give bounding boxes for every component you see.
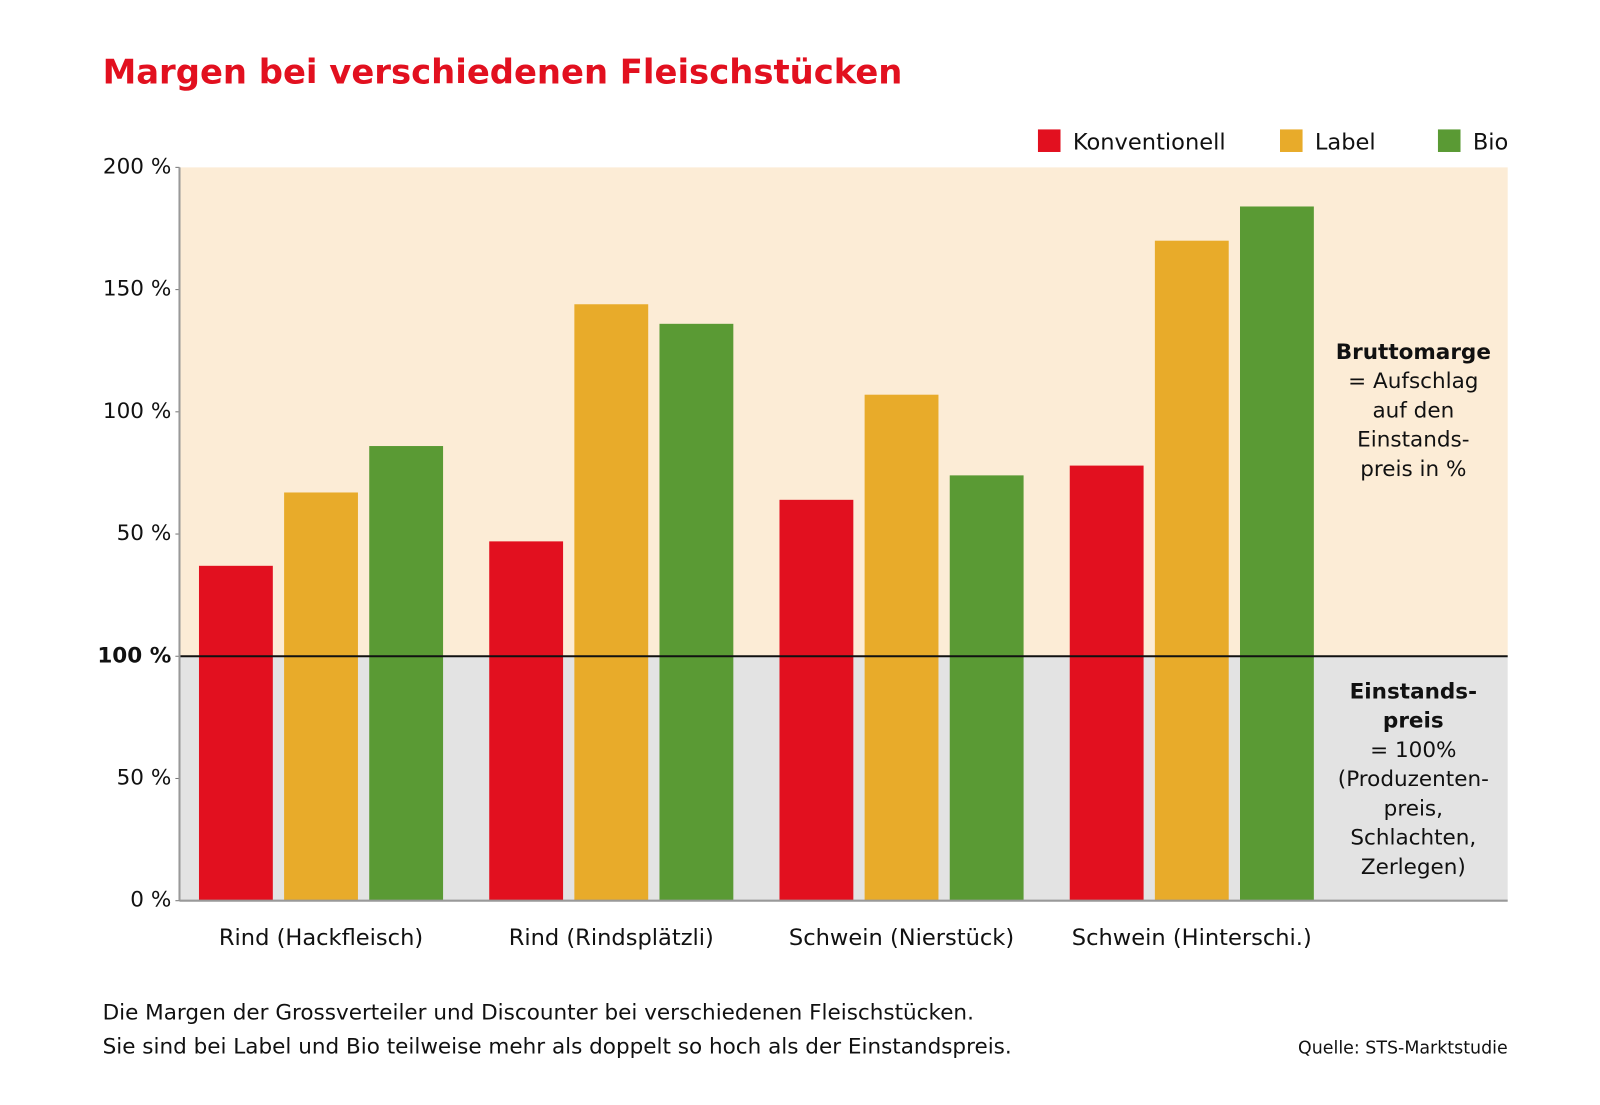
y-tick-label: 50 % — [117, 765, 172, 790]
annotation-line: = 100% — [1370, 738, 1456, 763]
x-tick-label: Schwein (Nierstück) — [789, 925, 1014, 951]
x-tick-label: Rind (Hackfleisch) — [219, 925, 423, 951]
legend-swatch — [1037, 129, 1061, 152]
bar — [1240, 206, 1314, 901]
y-tick-label: 100 % — [97, 643, 171, 668]
annotation-title: preis — [1383, 709, 1444, 734]
bar — [1154, 240, 1229, 901]
y-tick-label: 200 % — [103, 154, 171, 179]
legend-swatch — [1280, 129, 1303, 152]
annotation-line: preis, — [1384, 796, 1443, 821]
annotation-line: auf den — [1372, 398, 1454, 423]
x-tick-label: Rind (Rindsplätzli) — [509, 925, 714, 951]
bar — [659, 323, 734, 901]
legend-label: Bio — [1473, 129, 1509, 155]
annotation-line: Zerlegen) — [1361, 855, 1466, 880]
caption: Die Margen der Grossverteiler und Discou… — [103, 1001, 974, 1026]
bar — [864, 394, 939, 901]
annotation-title: Bruttomarge — [1336, 340, 1491, 365]
annotation-line: (Produzenten- — [1338, 767, 1489, 792]
bar — [284, 492, 358, 901]
annotation-line: Schlachten, — [1350, 826, 1476, 851]
legend-label: Label — [1315, 129, 1376, 155]
x-tick-label: Schwein (Hinterschi.) — [1072, 925, 1312, 951]
bar — [198, 565, 273, 901]
y-tick-label: 100 % — [103, 399, 171, 424]
y-tick-label: 0 % — [130, 888, 171, 913]
y-tick-label: 150 % — [103, 277, 171, 302]
annotation-line: = Aufschlag — [1348, 369, 1478, 394]
bar — [369, 446, 444, 901]
annotation-title: Einstands- — [1350, 680, 1477, 705]
y-tick-label: 50 % — [117, 521, 172, 546]
bar — [949, 475, 1024, 901]
annotation-line: preis in % — [1360, 457, 1466, 482]
annotation-line: Einstands- — [1357, 428, 1469, 453]
bar — [489, 541, 564, 901]
chart-title: Margen bei verschiedenen Fleischstücken — [103, 53, 903, 92]
bar — [779, 499, 854, 901]
bar — [1069, 465, 1144, 901]
bar — [574, 304, 649, 901]
legend-swatch — [1437, 129, 1461, 152]
legend-label: Konventionell — [1073, 129, 1226, 155]
caption: Sie sind bei Label und Bio teilweise meh… — [103, 1034, 1012, 1059]
source: Quelle: STS-Marktstudie — [1298, 1038, 1508, 1058]
